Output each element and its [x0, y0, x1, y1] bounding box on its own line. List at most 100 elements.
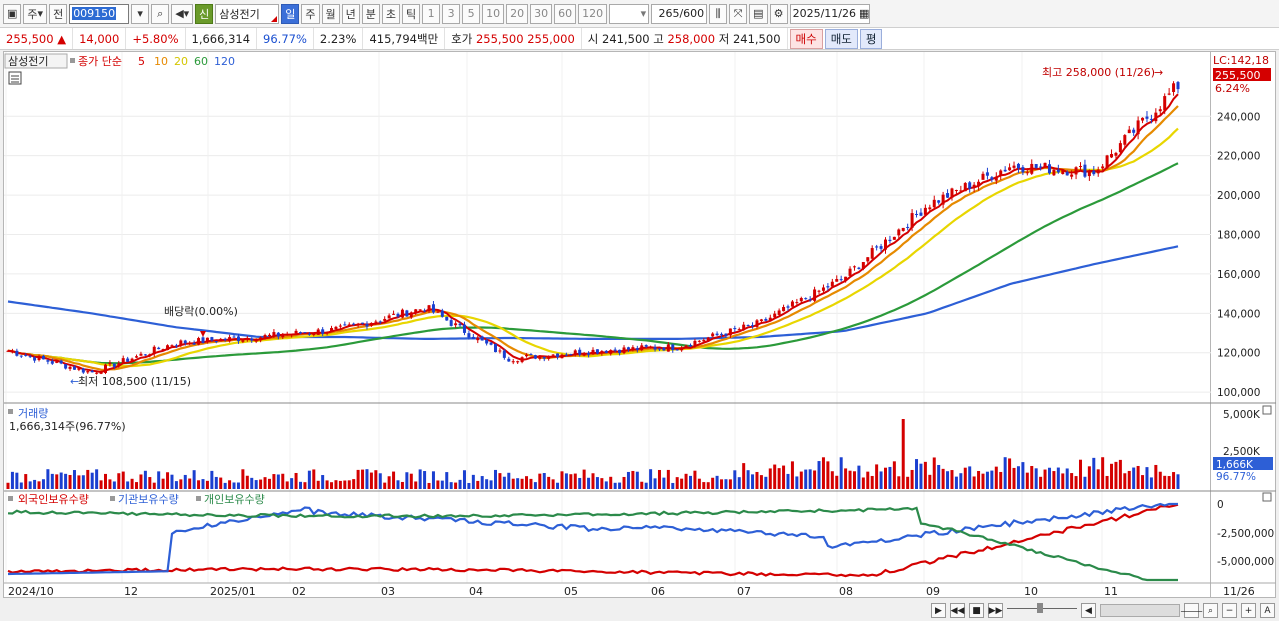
candle-body — [511, 361, 515, 363]
interval-5[interactable]: 5 — [462, 3, 481, 24]
search-icon[interactable]: ⌕ — [151, 3, 170, 24]
candle-body — [888, 239, 892, 242]
interval-3[interactable]: 3 — [442, 3, 461, 24]
period-month[interactable]: 월 — [321, 3, 340, 24]
volume-bar — [152, 482, 156, 489]
period-second[interactable]: 초 — [381, 3, 401, 24]
zoom-slider[interactable] — [1007, 602, 1077, 614]
volume-bar — [55, 474, 59, 489]
lc-label: LC:142,18 — [1213, 54, 1269, 67]
extra-button[interactable]: 평 — [859, 28, 883, 49]
period-minute[interactable]: 분 — [361, 3, 380, 24]
volume-bar — [188, 478, 192, 489]
candle-body — [507, 358, 511, 362]
period-day[interactable]: 일 — [281, 3, 300, 24]
volume-bar — [445, 472, 449, 489]
candle-body — [959, 190, 963, 192]
volume-bar — [343, 480, 347, 489]
quote: 호가 255,500 255,000 — [445, 28, 582, 49]
table-icon[interactable] — [8, 71, 22, 85]
speaker-icon[interactable]: ◀▾ — [171, 3, 194, 24]
count-box[interactable]: 265/600 — [651, 3, 708, 24]
volume-bar — [649, 469, 653, 489]
volume-bar — [210, 470, 214, 489]
stock-name-box[interactable]: 삼성전기 — [215, 3, 280, 24]
volume-bar — [440, 480, 444, 489]
interval-120[interactable]: 120 — [578, 3, 608, 24]
date-input[interactable]: 2025/11/26 ▦ — [789, 3, 870, 24]
candle-body — [520, 357, 524, 363]
scroll-left-icon[interactable]: ◀ — [1081, 603, 1096, 618]
volume-bar — [946, 471, 950, 489]
volume-bar — [1083, 476, 1087, 489]
interval-20[interactable]: 20 — [506, 3, 529, 24]
candle-body — [844, 276, 848, 281]
zoom-slider-handle[interactable] — [1037, 602, 1043, 613]
candle-icon[interactable]: ⫼ — [709, 3, 728, 24]
period-selector[interactable]: 주 ▾ — [23, 3, 48, 24]
volume-bar — [937, 464, 941, 489]
interval-60[interactable]: 60 — [554, 3, 577, 24]
volume-bar — [1163, 475, 1167, 489]
zoom-out-icon[interactable]: − — [1222, 603, 1237, 618]
axis-svg[interactable]: LC:142,18 255,500 6.24% 240,000 220,000 20… — [1211, 52, 1276, 599]
candle-body — [143, 354, 147, 356]
quote-label: 호가 — [451, 31, 473, 46]
volume-bar — [817, 461, 821, 489]
holding-legend-marker-icon — [8, 496, 13, 501]
font-size-icon[interactable]: A — [1260, 603, 1275, 618]
volume-bar — [449, 482, 453, 489]
interval-10[interactable]: 10 — [482, 3, 505, 24]
period-tick[interactable]: 틱 — [402, 3, 421, 24]
candle-body — [529, 354, 533, 356]
period-week[interactable]: 주 — [301, 3, 320, 24]
scroll-right-icon[interactable]: ▶ — [931, 603, 946, 618]
volume-bar — [294, 472, 298, 489]
holding-panel-close-icon[interactable] — [1262, 492, 1272, 502]
price-axis[interactable]: LC:142,18 255,500 6.24% 240,000 220,000 20… — [1211, 51, 1276, 598]
buy-button[interactable]: 매수 — [789, 28, 823, 49]
candle-body — [662, 347, 666, 351]
draw-tools-icon[interactable]: ⸻ — [1180, 603, 1203, 618]
interval-combo[interactable]: ▾ — [609, 3, 650, 24]
chart-area[interactable]: 삼성전기 종가 단순 5 10 20 60 120 최고 258,000 (11… — [3, 51, 1212, 599]
magnifier-icon[interactable]: ⌕ — [1203, 603, 1218, 618]
volume-bar — [223, 482, 227, 489]
volume-panel-close-icon[interactable] — [1262, 405, 1272, 415]
gear-icon[interactable]: ⚙ — [769, 3, 788, 24]
zoom-in-icon[interactable]: + — [1241, 603, 1256, 618]
rewind-icon[interactable]: ◀◀ — [950, 603, 965, 618]
horizontal-scrollbar[interactable] — [1100, 604, 1180, 617]
volume-bar — [1118, 459, 1122, 489]
crosshair-icon[interactable]: ⤧ — [729, 3, 748, 24]
calendar-icon[interactable]: ▦ — [858, 7, 870, 20]
candle-body — [733, 328, 737, 330]
holding-axis-2500k: -2,500,000 — [1217, 528, 1274, 540]
interval-30[interactable]: 30 — [530, 3, 553, 24]
interval-1[interactable]: 1 — [422, 3, 441, 24]
volume-bar — [782, 465, 786, 489]
volume-bar — [183, 474, 187, 489]
save-icon[interactable]: ▤ — [749, 3, 768, 24]
sell-button[interactable]: 매도 — [824, 28, 858, 49]
turnover: 2.23% — [314, 28, 364, 49]
candle-body — [387, 315, 391, 319]
stock-code-input[interactable]: 009150 — [69, 3, 130, 24]
volume-bar — [347, 480, 351, 489]
stock-legend-box[interactable] — [4, 53, 68, 69]
volume-bar — [711, 477, 715, 489]
candle-body — [374, 321, 378, 323]
bid-value: 255,000 — [527, 31, 575, 46]
volume-bar — [764, 476, 768, 489]
quote-infobar: 255,500 ▲ 14,000 +5.80% 1,666,314 96.77%… — [0, 28, 1279, 50]
stop-icon[interactable]: ■ — [969, 603, 984, 618]
sin-button[interactable]: 신 — [195, 3, 214, 24]
dropdown-icon[interactable]: ▾ — [131, 3, 150, 24]
period-year[interactable]: 년 — [341, 3, 360, 24]
chart-svg[interactable]: 삼성전기 종가 단순 5 10 20 60 120 최고 258,000 (11… — [4, 52, 1212, 599]
candle-body — [990, 177, 994, 180]
candle-body — [10, 351, 14, 353]
prev-button[interactable]: 전 — [49, 3, 68, 24]
forward-icon[interactable]: ▶▶ — [988, 603, 1003, 618]
layout-icon[interactable]: ▣ — [3, 3, 22, 24]
